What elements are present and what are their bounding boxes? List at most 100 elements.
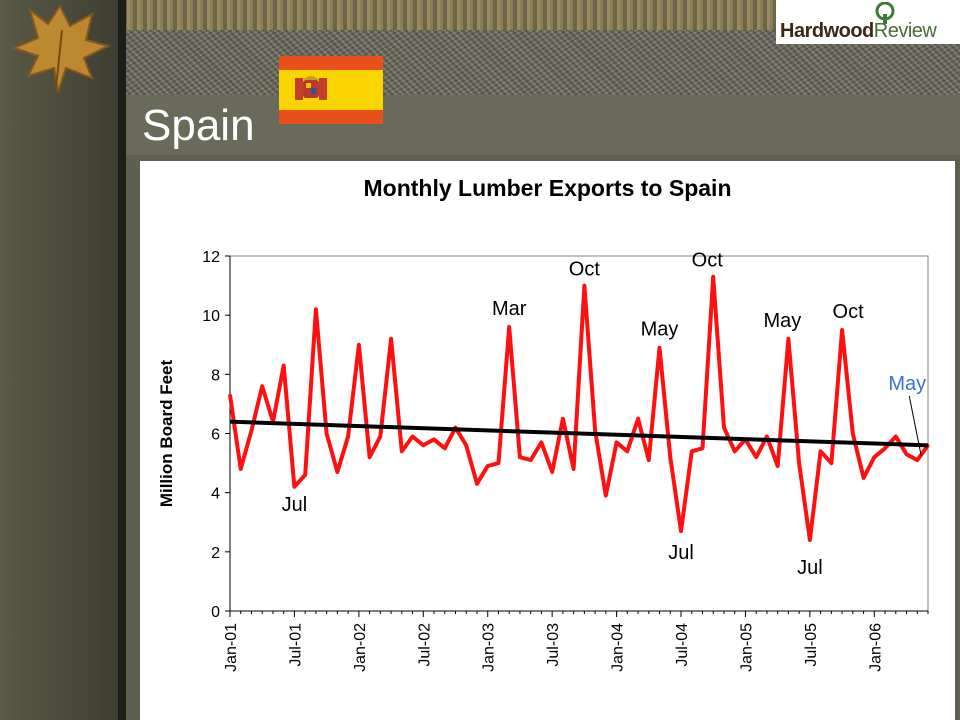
data-point — [260, 384, 264, 388]
annotation-label: May — [888, 373, 926, 395]
y-tick-label: 8 — [211, 367, 220, 384]
data-point — [239, 467, 243, 471]
data-point — [862, 476, 866, 480]
data-point — [400, 449, 404, 453]
data-point — [282, 363, 286, 367]
annotation-label: Jul — [797, 557, 823, 579]
data-point — [421, 443, 425, 447]
x-tick-label: Jul-01 — [287, 623, 304, 667]
data-point — [539, 440, 543, 444]
x-tick-label: Jan-05 — [738, 623, 755, 672]
data-point — [572, 467, 576, 471]
data-point — [615, 440, 619, 444]
data-point — [593, 429, 597, 433]
data-point — [786, 337, 790, 341]
annotation-label: May — [764, 310, 802, 332]
data-point — [389, 337, 393, 341]
data-point — [378, 434, 382, 438]
data-point — [314, 307, 318, 311]
data-point — [894, 434, 898, 438]
data-point — [668, 455, 672, 459]
data-point — [915, 458, 919, 462]
y-tick-label: 10 — [202, 308, 220, 325]
annotation-label: May — [641, 319, 679, 341]
data-point — [647, 458, 651, 462]
data-point — [346, 434, 350, 438]
data-point — [722, 426, 726, 430]
data-point — [636, 417, 640, 421]
data-point — [464, 443, 468, 447]
logo-word-review: Review — [873, 20, 937, 42]
data-point — [690, 449, 694, 453]
title-band — [126, 95, 960, 155]
data-point — [851, 432, 855, 435]
data-point — [658, 346, 662, 350]
data-point — [475, 482, 479, 486]
data-point — [507, 325, 511, 329]
left-sidebar-panel — [0, 0, 118, 720]
x-tick-label: Jul-03 — [545, 623, 562, 667]
data-point — [357, 343, 361, 347]
maple-leaf-icon — [11, 4, 111, 93]
data-point — [883, 446, 887, 450]
data-point — [443, 446, 447, 450]
data-point — [496, 461, 500, 465]
data-point — [797, 461, 801, 465]
data-point — [872, 455, 876, 459]
annotation-label: Oct — [833, 301, 865, 323]
data-point — [700, 446, 704, 450]
data-point — [550, 470, 554, 474]
data-point — [765, 434, 769, 438]
annotation-label: Jul — [282, 494, 308, 516]
data-point — [808, 538, 812, 542]
data-point — [905, 452, 909, 456]
data-point — [432, 437, 436, 441]
data-point — [325, 432, 329, 435]
data-point — [249, 429, 253, 433]
hardwood-review-logo: HardwoodReview — [776, 0, 960, 44]
x-tick-label: Jan-06 — [867, 623, 884, 672]
data-point — [754, 455, 758, 459]
data-point — [335, 470, 339, 474]
top-texture-strip — [0, 0, 776, 30]
x-tick-label: Jan-02 — [352, 623, 369, 672]
y-tick-label: 4 — [211, 486, 220, 503]
data-point — [561, 417, 565, 421]
data-point — [518, 455, 522, 459]
data-point — [529, 458, 533, 462]
annotation-label: Mar — [492, 298, 527, 320]
data-point — [679, 529, 683, 533]
data-point — [819, 449, 823, 453]
y-tick-label: 12 — [202, 249, 220, 266]
x-tick-label: Jan-03 — [481, 623, 498, 672]
data-point — [411, 434, 415, 438]
data-point — [604, 494, 608, 498]
y-tick-label: 2 — [211, 545, 220, 562]
data-series-line — [228, 274, 930, 542]
tree-logo-icon — [875, 2, 895, 24]
logo-word-hardwood: Hardwood — [780, 20, 874, 42]
data-point — [733, 449, 737, 453]
slide-title: Spain — [142, 101, 255, 150]
data-point — [776, 464, 780, 468]
data-point — [228, 393, 232, 397]
chart-svg: 0 2 4 6 8 10 12 Jan-01 Jul-01 Jan-02 Jul-02 Jan-03 J… — [157, 249, 930, 672]
x-tick-label: Jan-04 — [610, 623, 627, 672]
chart-title: Monthly Lumber Exports to Spain — [363, 175, 732, 201]
y-tick-label: 6 — [211, 427, 220, 444]
x-tick-label: Jan-01 — [223, 623, 240, 672]
y-tick-label: 0 — [211, 604, 220, 621]
data-point — [368, 455, 372, 459]
data-point — [625, 449, 629, 453]
annotation-label: Oct — [692, 250, 724, 272]
x-tick-label: Jul-02 — [416, 623, 433, 667]
data-point — [292, 485, 296, 489]
data-point — [840, 328, 844, 332]
x-tick-label: Jul-05 — [803, 623, 820, 667]
data-point — [711, 275, 715, 279]
logo-wordmark: HardwoodReview — [780, 20, 937, 43]
trend-line — [229, 419, 929, 448]
annotation-label: Oct — [569, 259, 601, 281]
x-tick-label: Jul-04 — [674, 623, 691, 667]
y-axis-label: Million Board Feet — [157, 359, 176, 507]
